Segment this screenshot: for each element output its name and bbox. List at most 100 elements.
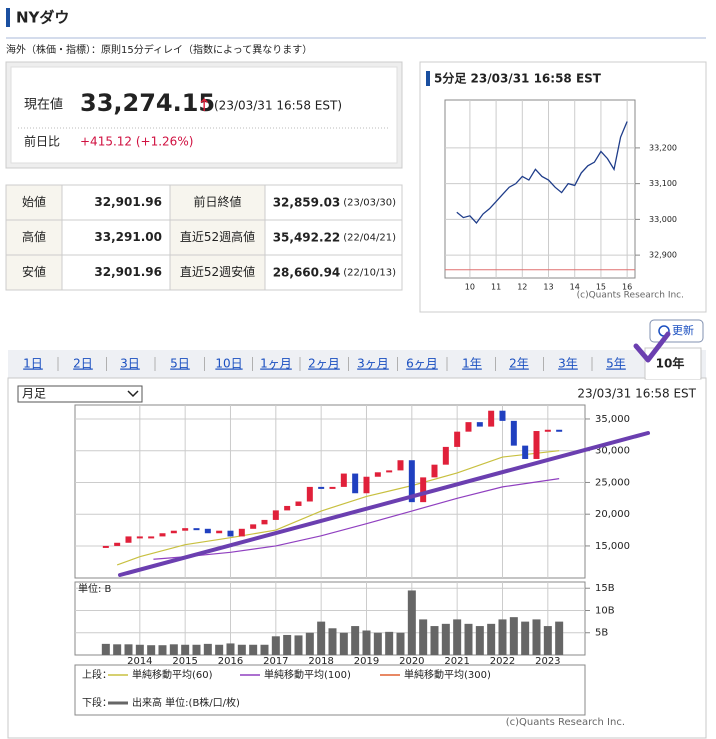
volume-bar — [521, 621, 530, 655]
x-tick-label: 14 — [570, 283, 580, 292]
tab[interactable]: 3日 — [120, 357, 140, 371]
y-tick-label: 25,000 — [595, 477, 630, 488]
value: 28,660.94 — [273, 265, 341, 279]
volume-bar — [135, 644, 144, 655]
candle — [476, 422, 483, 427]
x-tick-label: 12 — [517, 283, 527, 292]
page-title: NYダウ — [16, 9, 69, 27]
tab[interactable]: 5年 — [606, 357, 626, 371]
cell-value: 33,291.00 — [94, 230, 162, 244]
label-cell — [5, 254, 63, 291]
volume-bar — [113, 644, 122, 655]
period-select[interactable] — [17, 385, 143, 403]
volume-bar — [464, 623, 473, 655]
price: 33,274.15 — [80, 89, 215, 117]
tab[interactable]: 1年 — [462, 357, 482, 371]
candle — [556, 429, 563, 432]
legend-label: 単純移動平均(300) — [404, 668, 491, 681]
value-cell — [264, 254, 403, 291]
value: 35,492.22 — [273, 230, 341, 244]
candle — [193, 528, 200, 531]
label-cell — [5, 184, 63, 221]
candle — [533, 431, 540, 459]
change: +415.12 (+1.26%) — [80, 135, 193, 149]
volume-bar — [158, 645, 167, 655]
volume-bar — [498, 619, 507, 655]
x-tick-label: 15 — [596, 283, 606, 292]
cell-value: 32,859.03 (23/03/30) — [273, 195, 396, 209]
tab[interactable]: 3年 — [558, 357, 578, 371]
chart-copyright: (c)Quants Research Inc. — [506, 717, 625, 728]
volume-bar — [362, 630, 371, 655]
tab[interactable]: 3ヶ月 — [357, 357, 389, 371]
candle — [114, 542, 121, 546]
y-tick-label: 33,100 — [649, 179, 677, 188]
tab[interactable]: 1日 — [23, 357, 43, 371]
tab-active[interactable]: 10年 — [656, 356, 685, 371]
value-cell — [61, 254, 171, 291]
cell-label: 前日終値 — [193, 194, 241, 209]
volume-bar — [317, 621, 326, 655]
tab[interactable]: 10日 — [215, 357, 242, 371]
legend-box — [74, 664, 586, 716]
y-tick-label: 32,900 — [649, 251, 677, 260]
x-tick-label: 2023 — [535, 656, 560, 667]
tab[interactable]: 5日 — [170, 357, 190, 371]
y-tick-label: 15,000 — [595, 541, 630, 552]
change-label: 前日比 — [24, 134, 60, 149]
candle — [318, 486, 325, 489]
x-tick-label: 13 — [543, 283, 553, 292]
candle — [159, 533, 166, 537]
y-tick-label: 35,000 — [595, 414, 630, 425]
candle — [216, 530, 223, 534]
tab[interactable]: 2ヶ月 — [308, 357, 340, 371]
volume-bar — [192, 644, 201, 655]
volume-bar — [430, 626, 439, 655]
candle — [204, 528, 211, 534]
volume-bar — [271, 636, 280, 655]
candle — [284, 505, 291, 511]
volume-bar — [203, 643, 212, 655]
x-tick-label: 2018 — [308, 656, 333, 667]
candle — [329, 486, 336, 489]
tab[interactable]: 1ヶ月 — [260, 357, 292, 371]
tab[interactable]: 6ヶ月 — [406, 357, 438, 371]
candle — [102, 545, 109, 548]
tab[interactable]: 2日 — [73, 357, 93, 371]
candle — [499, 410, 506, 421]
cell-label: 始値 — [22, 194, 46, 209]
moving-average — [116, 450, 560, 566]
cell-value: 35,492.22 (22/04/21) — [273, 230, 396, 244]
candle — [386, 470, 393, 473]
volume-bar — [396, 632, 405, 655]
volume-bar — [283, 634, 292, 655]
volume-bar — [385, 631, 394, 655]
cell-label: 安値 — [22, 264, 46, 279]
candle — [148, 536, 155, 539]
volume-bar — [441, 623, 450, 655]
candle — [295, 501, 302, 506]
cell-label: 高値 — [22, 229, 46, 244]
intraday-copyright: (c)Quants Research Inc. — [577, 291, 684, 301]
x-tick-label: 16 — [622, 283, 632, 292]
volume-bar — [305, 632, 314, 655]
y-tick-label: 20,000 — [595, 509, 630, 520]
label-cell — [169, 254, 266, 291]
date: (22/10/13) — [343, 268, 396, 279]
volume-bar — [373, 632, 382, 655]
y-tick-label: 30,000 — [595, 446, 630, 457]
plot-area — [74, 404, 586, 579]
volume-bar — [124, 644, 133, 655]
volume-bar — [294, 635, 303, 655]
x-tick-label: 10 — [465, 283, 475, 292]
delay-note: 海外（株価・指標）：原則15分ディレイ（指数によって異なります） — [6, 43, 312, 56]
candle — [465, 422, 472, 432]
legend-upper-label: 上段： — [82, 668, 112, 681]
x-tick-label: 2015 — [172, 656, 197, 667]
cell-label: 直近52週安値 — [180, 264, 255, 279]
chart-timestamp: 23/03/31 16:58 EST — [577, 387, 696, 401]
legend-label: 出来高 単位:(B株/口/枚) — [132, 696, 240, 709]
tab[interactable]: 2年 — [509, 357, 529, 371]
tab-bar — [8, 350, 706, 378]
